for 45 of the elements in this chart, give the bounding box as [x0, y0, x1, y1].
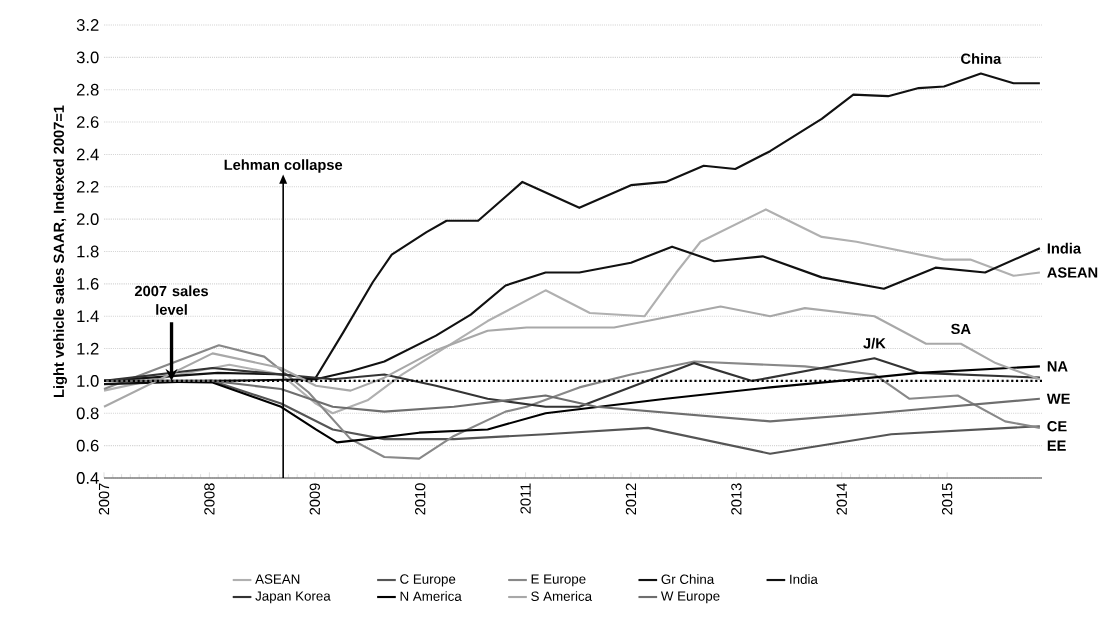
y-tick-label: 0.6	[76, 439, 99, 452]
annotation: EE	[1047, 440, 1066, 451]
x-tick-label: 2010	[415, 483, 426, 515]
y-tick-label: 0.4	[76, 472, 99, 484]
y-tick-label: 2.8	[76, 83, 99, 96]
y-tick-label: 1.2	[77, 342, 99, 355]
x-tick-label: 2007	[98, 483, 110, 515]
y-tick-label: 2.0	[76, 213, 99, 226]
annotation: China	[961, 53, 1002, 64]
annotation: WE	[1046, 393, 1070, 404]
y-tick-label: 3.0	[76, 51, 99, 64]
y-tick-label: 2.2	[76, 180, 99, 193]
y-tick-label: 2.6	[76, 116, 99, 128]
y-tick-label: 3.2	[76, 19, 99, 31]
y-tick-label: 1.0	[77, 375, 99, 387]
x-tick-label: 2012	[625, 483, 637, 515]
legend-label: C Europe	[400, 574, 456, 587]
ref-line-label: Lehman collapse	[224, 159, 343, 173]
legend-label: Japan Korea	[255, 591, 331, 604]
annotation: CE	[1047, 421, 1067, 432]
y-axis-title: Light vehicle sales SAAR, Indexed 2007=1	[53, 105, 67, 398]
x-tick-label: 2008	[204, 483, 215, 515]
x-tick-label: 2013	[731, 483, 742, 515]
legend-label: Gr China	[661, 574, 715, 584]
legend-label: W Europe	[660, 591, 720, 604]
y-tick-label: 1.6	[77, 277, 99, 290]
y-tick-label: 2.4	[76, 148, 99, 161]
x-tick-label: 2014	[836, 483, 847, 515]
legend-label: S America	[531, 591, 593, 601]
x-tick-label: 2011	[520, 483, 531, 514]
y-tick-label: 1.4	[77, 310, 99, 322]
annotation: NA	[1047, 361, 1068, 372]
legend-label: E Europe	[531, 574, 586, 587]
annotation: SA	[951, 323, 971, 335]
legend-label: N America	[400, 591, 462, 601]
annotation: India	[1047, 242, 1082, 254]
legend-label: ASEAN	[255, 574, 300, 584]
y-tick-label: 1.8	[77, 245, 99, 258]
ref-line-label: 2007 sales level	[134, 285, 209, 315]
annotation: ASEAN	[1047, 267, 1098, 278]
x-tick-label: 2015	[941, 483, 953, 515]
legend-label: India	[790, 574, 818, 584]
x-tick-label: 2009	[309, 483, 320, 515]
y-tick-label: 0.8	[76, 407, 99, 420]
annotation: J/K	[863, 337, 886, 349]
